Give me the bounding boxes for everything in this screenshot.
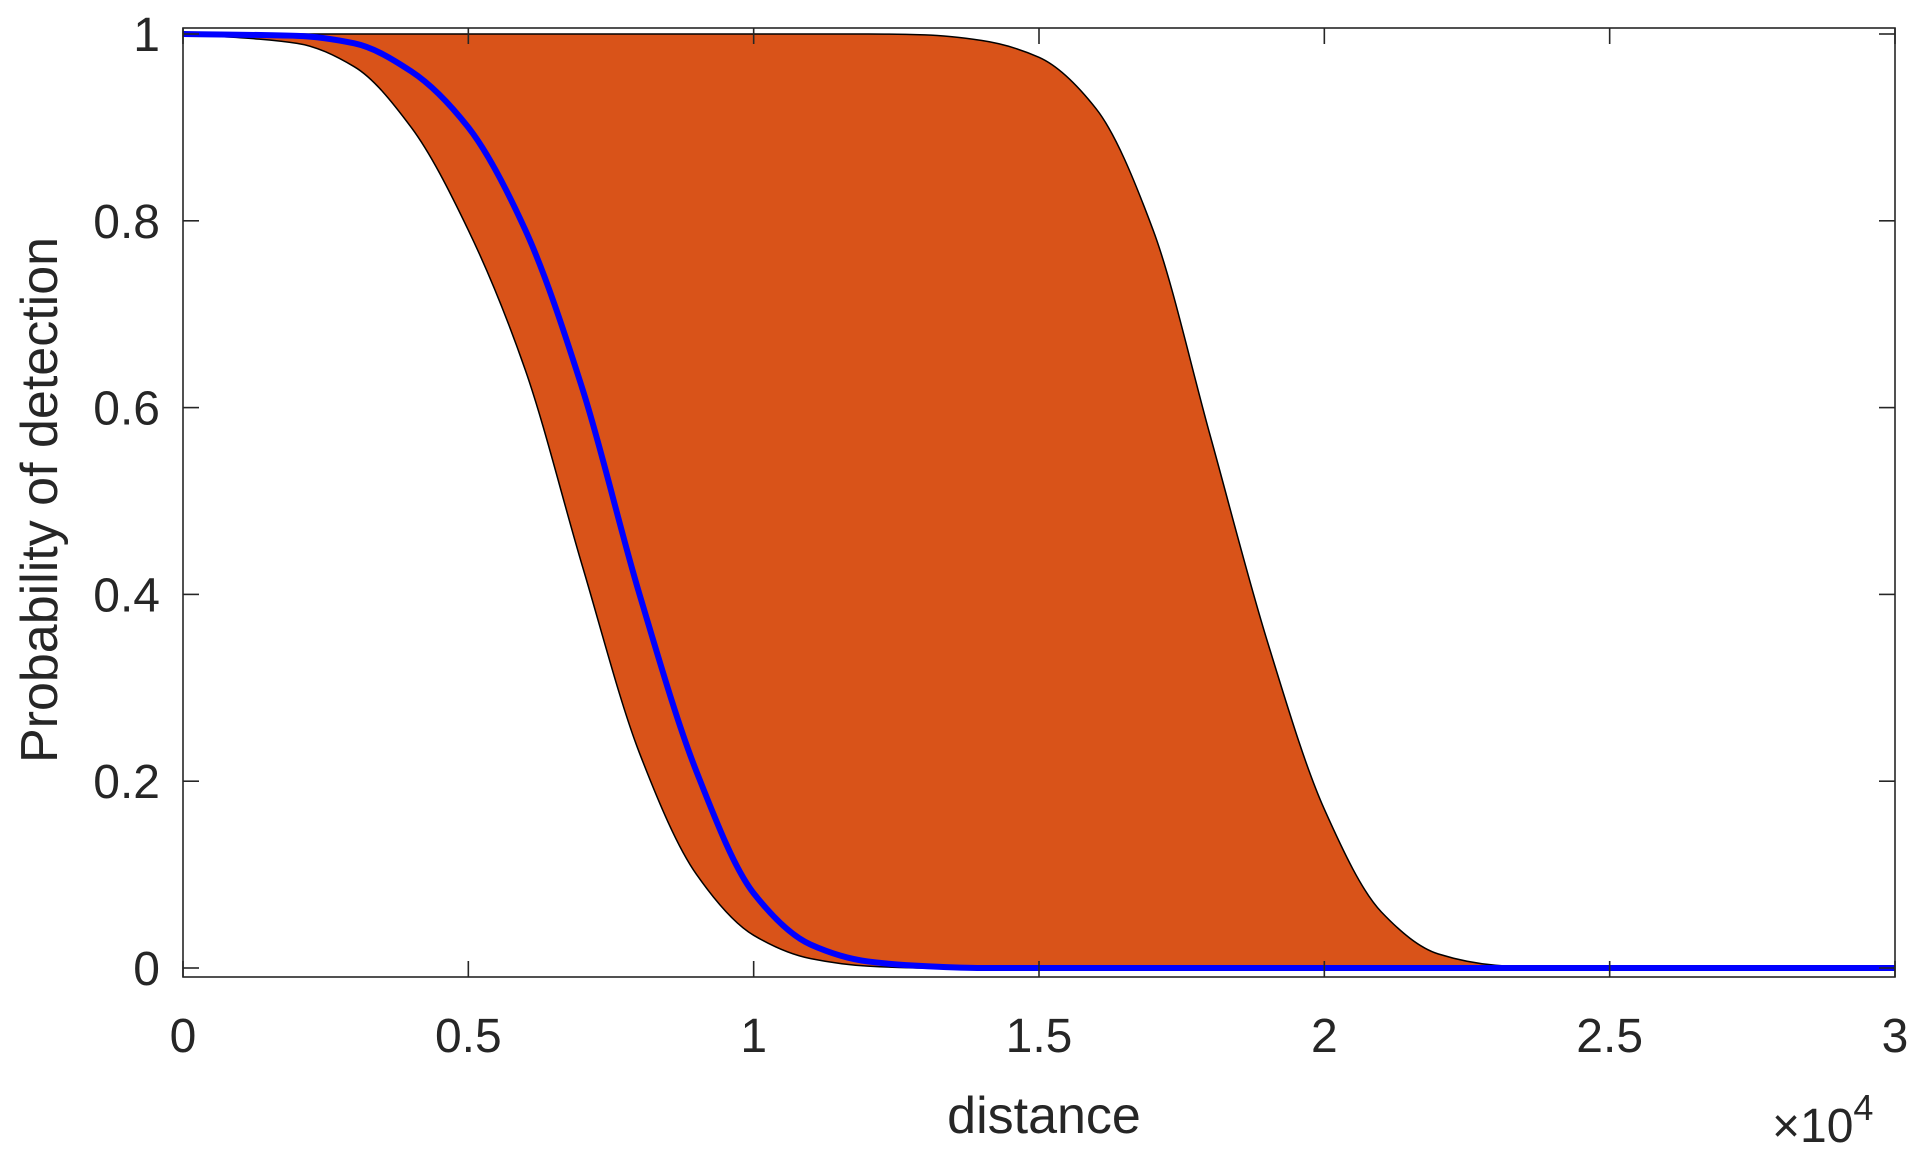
x-tick-label: 0 <box>170 1010 197 1063</box>
x-tick-label: 1 <box>740 1010 767 1063</box>
x-multiplier-base: ×10 <box>1772 1100 1853 1153</box>
x-tick-label: 0.5 <box>435 1010 502 1063</box>
x-axis-label: distance <box>947 1087 1141 1145</box>
x-multiplier-exponent: 4 <box>1853 1087 1873 1128</box>
y-axis-label: Probability of detection <box>11 237 69 763</box>
x-tick-label: 2 <box>1311 1010 1338 1063</box>
x-tick-label: 2.5 <box>1576 1010 1643 1063</box>
confidence-band <box>183 34 1895 968</box>
y-tick-label: 1 <box>133 9 160 62</box>
mean-line <box>182 31 1895 972</box>
band-upper-line <box>183 33 1895 969</box>
x-tick-label: 1.5 <box>1006 1010 1073 1063</box>
y-tick-label: 0.8 <box>93 196 160 249</box>
x-multiplier-label: ×104 <box>1772 1087 1873 1153</box>
x-tick-label: 3 <box>1882 1010 1909 1063</box>
y-tick-label: 0 <box>133 943 160 996</box>
y-tick-label: 0.4 <box>93 569 160 622</box>
y-tick-label: 0.2 <box>93 756 160 809</box>
y-tick-label: 0.6 <box>93 383 160 436</box>
